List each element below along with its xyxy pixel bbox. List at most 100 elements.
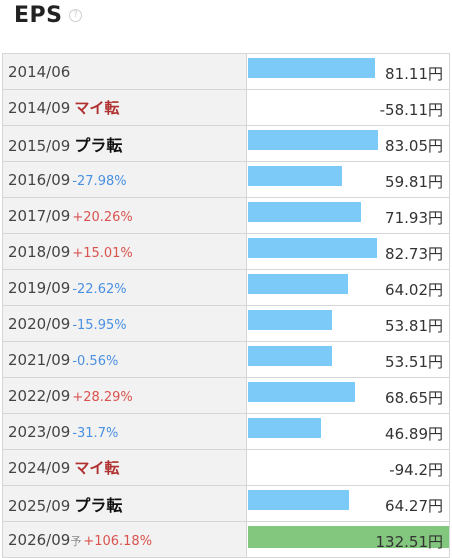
year-cell: 2019/09 -22.62% [2,269,247,306]
eps-value: 53.81円 [385,317,443,335]
year-label: 2018/09 [8,242,71,261]
turn-badge: プラ転 [74,135,123,155]
year-label: 2024/09 [8,459,71,477]
help-icon[interactable]: ? [69,9,82,22]
table-row: 2026/09予 +106.18% 132.51円 [2,521,450,558]
year-label: 2015/09 [8,136,71,155]
value-cell: 64.02円 [246,269,450,306]
eps-bar [248,310,332,330]
value-cell: 53.51円 [246,341,450,378]
table-row: 2016/09 -27.98% 59.81円 [2,161,450,198]
year-cell: 2014/06 [2,53,247,90]
value-cell: 81.11円 [246,53,450,90]
table-row: 2021/09 -0.56% 53.51円 [2,341,450,378]
year-label: 2025/09 [8,496,71,515]
year-cell: 2017/09 +20.26% [2,197,247,234]
change-percent: +20.26% [72,209,133,225]
section-header: EPS ? [0,0,452,48]
year-cell: 2024/09 マイ転 [2,449,247,486]
year-cell: 2025/09 プラ転 [2,485,247,522]
eps-value: 71.93円 [385,209,443,227]
year-cell: 2014/09 マイ転 [2,89,247,126]
year-cell: 2022/09 +28.29% [2,377,247,414]
change-percent: +28.29% [72,389,133,405]
year-cell: 2021/09 -0.56% [2,341,247,378]
year-label: 2023/09 [8,422,71,441]
value-cell: 59.81円 [246,161,450,198]
value-cell: -58.11円 [246,89,450,126]
table-row: 2025/09 プラ転 64.27円 [2,485,450,522]
eps-value: -58.11円 [379,101,443,119]
turn-badge: プラ転 [74,495,123,515]
change-percent: -31.7% [72,425,119,441]
year-label: 2020/09 [8,314,71,333]
eps-value: -94.2円 [389,461,443,479]
year-label: 2017/09 [8,206,71,225]
value-cell: 71.93円 [246,197,450,234]
value-cell: 53.81円 [246,305,450,342]
value-cell: 46.89円 [246,413,450,450]
change-percent: -0.56% [72,353,119,369]
forecast-mark: 予 [70,534,82,548]
eps-value: 81.11円 [385,65,443,83]
eps-value: 59.81円 [385,173,443,191]
eps-value: 132.51円 [375,533,444,551]
value-cell: 132.51円 [246,521,450,558]
year-cell: 2015/09 プラ転 [2,125,247,162]
table-row: 2017/09 +20.26% 71.93円 [2,197,450,234]
year-label: 2022/09 [8,386,71,405]
eps-bar [248,274,348,294]
turn-badge: マイ転 [74,99,120,117]
eps-bar [248,58,375,78]
year-cell: 2026/09予 +106.18% [2,521,247,558]
year-cell: 2020/09 -15.95% [2,305,247,342]
year-label: 2016/09 [8,170,71,189]
eps-bar [248,346,332,366]
value-cell: 83.05円 [246,125,450,162]
value-cell: 82.73円 [246,233,450,270]
table-row: 2024/09 マイ転 -94.2円 [2,449,450,486]
change-percent: -15.95% [72,317,127,333]
year-label: 2021/09 [8,350,71,369]
eps-bar [248,130,378,150]
table-row: 2015/09 プラ転 83.05円 [2,125,450,162]
table-row: 2023/09 -31.7% 46.89円 [2,413,450,450]
section-title: EPS [14,3,63,28]
turn-badge: マイ転 [74,459,120,477]
year-label: 2014/06 [8,62,71,81]
eps-value: 68.65円 [385,389,443,407]
eps-value: 82.73円 [385,245,443,263]
eps-value: 83.05円 [385,137,443,155]
eps-bar [248,382,355,402]
change-percent: +106.18% [83,533,153,549]
value-cell: 68.65円 [246,377,450,414]
eps-table: 2014/06 81.11円 2014/09 マイ転 -58.11円 2015/09 プラ転… [2,53,450,558]
year-label: 2026/09 [8,530,71,549]
table-row: 2020/09 -15.95% 53.81円 [2,305,450,342]
eps-bar [248,526,449,548]
year-cell: 2016/09 -27.98% [2,161,247,198]
eps-bar [248,418,321,438]
change-percent: -22.62% [72,281,127,297]
table-row: 2014/09 マイ転 -58.11円 [2,89,450,126]
table-row: 2022/09 +28.29% 68.65円 [2,377,450,414]
eps-bar [248,202,361,222]
year-cell: 2023/09 -31.7% [2,413,247,450]
eps-value: 46.89円 [385,425,443,443]
change-percent: +15.01% [72,245,133,261]
year-cell: 2018/09 +15.01% [2,233,247,270]
change-percent: -27.98% [72,173,127,189]
eps-bar [248,166,342,186]
eps-value: 53.51円 [385,353,443,371]
eps-bar [248,238,377,258]
eps-value: 64.27円 [385,497,443,515]
value-cell: 64.27円 [246,485,450,522]
table-row: 2014/06 81.11円 [2,53,450,90]
year-label: 2019/09 [8,278,71,297]
eps-value: 64.02円 [385,281,443,299]
value-cell: -94.2円 [246,449,450,486]
table-row: 2018/09 +15.01% 82.73円 [2,233,450,270]
year-label: 2014/09 [8,99,71,117]
table-row: 2019/09 -22.62% 64.02円 [2,269,450,306]
eps-bar [248,490,349,510]
